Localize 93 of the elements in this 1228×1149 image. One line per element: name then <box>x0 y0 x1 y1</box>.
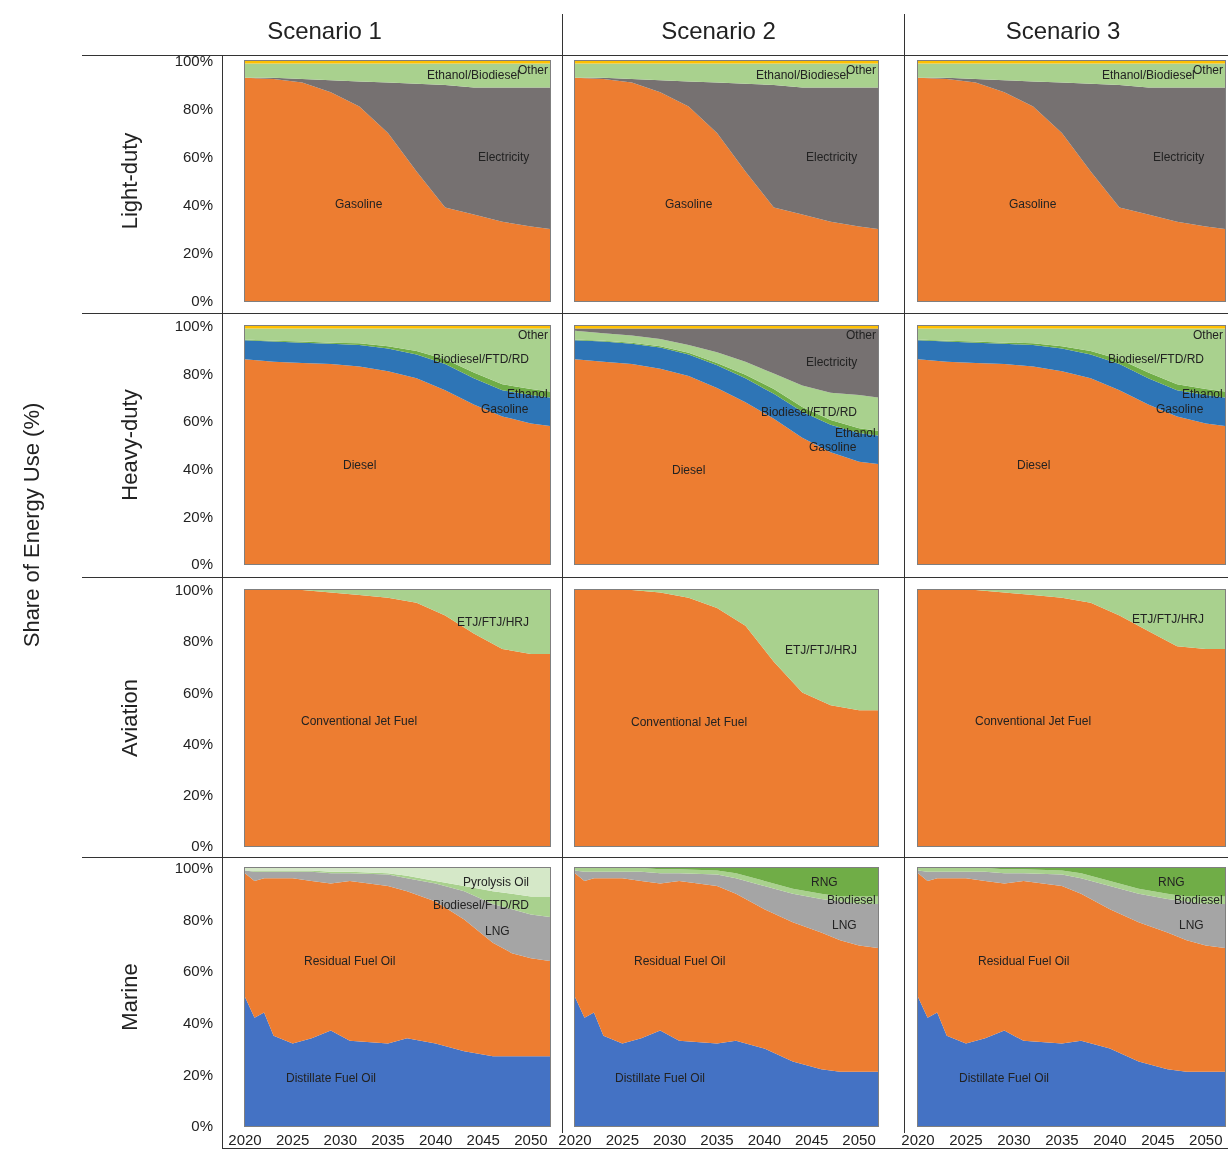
x-tick-label: 2045 <box>795 1131 829 1148</box>
series-label: Biodiesel/FTD/RD <box>761 405 858 419</box>
x-tick-label: 2030 <box>323 1131 357 1148</box>
series-label: Gasoline <box>481 402 529 416</box>
series-label: Diesel <box>343 458 377 472</box>
series-label: Other <box>846 328 877 342</box>
series-label: Biodiesel/FTD/RD <box>433 352 530 366</box>
x-tick-label: 2020 <box>901 1131 935 1148</box>
x-tick-label: 2030 <box>997 1131 1031 1148</box>
series-label: Pyrolysis Oil <box>463 875 530 889</box>
x-tick-label: 2050 <box>842 1131 876 1148</box>
y-tick-label: 80% <box>182 364 213 382</box>
series-label: Biodiesel <box>827 893 876 907</box>
y-tick-label: 40% <box>182 734 213 752</box>
x-tick-label: 2050 <box>514 1131 548 1148</box>
x-tick-label: 2020 <box>228 1131 262 1148</box>
series-label: LNG <box>832 918 857 932</box>
series-label: Gasoline <box>1156 402 1204 416</box>
series-label: Gasoline <box>1009 197 1057 211</box>
series-label: Residual Fuel Oil <box>978 954 1070 968</box>
series-label: LNG <box>485 924 510 938</box>
y-tick-label: 100% <box>174 317 213 335</box>
chart-title: Scenario 3 <box>1005 16 1121 44</box>
chart-title: Scenario 1 <box>267 16 382 44</box>
y-tick-label: 20% <box>182 507 213 525</box>
series-label: Distillate Fuel Oil <box>959 1071 1050 1085</box>
series-label: Electricity <box>806 150 858 164</box>
y-axis-title: Marine <box>117 963 143 1031</box>
y-tick-label: 100% <box>174 52 213 70</box>
x-tick-label: 2025 <box>275 1131 310 1148</box>
y-tick-label: 20% <box>182 786 213 804</box>
series-label: RNG <box>811 875 838 889</box>
x-tick-label: 2035 <box>1045 1131 1079 1148</box>
y-tick-label: 80% <box>182 100 213 118</box>
series-label: RNG <box>1158 875 1185 889</box>
series-label: Distillate Fuel Oil <box>286 1071 377 1085</box>
y-tick-label: 20% <box>182 244 213 262</box>
x-tick-label: 2035 <box>700 1131 734 1148</box>
y-tick-label: 20% <box>182 1065 213 1083</box>
x-tick-label: 2035 <box>371 1131 405 1148</box>
y-tick-label: 100% <box>174 581 213 599</box>
series-label: Conventional Jet Fuel <box>301 714 418 728</box>
y-axis-title: Heavy-duty <box>117 389 143 501</box>
y-tick-label: 80% <box>182 910 213 928</box>
series-label: Gasoline <box>335 197 383 211</box>
x-tick-label: 2045 <box>466 1131 500 1148</box>
x-tick-label: 2020 <box>558 1131 592 1148</box>
x-tick-label: 2040 <box>747 1131 782 1148</box>
series-label: Other <box>518 63 549 77</box>
series-label: ETJ/FTJ/HRJ <box>1132 612 1204 626</box>
series-label: Residual Fuel Oil <box>304 954 396 968</box>
x-tick-label: 2050 <box>1189 1131 1223 1148</box>
x-tick-label: 2045 <box>1141 1131 1175 1148</box>
y-tick-label: 60% <box>182 412 213 430</box>
series-label: Conventional Jet Fuel <box>975 714 1092 728</box>
y-tick-label: 40% <box>182 1014 213 1032</box>
x-tick-label: 2040 <box>1093 1131 1127 1148</box>
series-label: Biodiesel <box>1174 893 1223 907</box>
series-label: Diesel <box>1017 458 1051 472</box>
y-tick-label: 0% <box>191 1117 213 1135</box>
y-tick-label: 0% <box>191 555 213 573</box>
y-tick-label: 0% <box>191 292 213 310</box>
series-label: Residual Fuel Oil <box>634 954 726 968</box>
x-tick-label: 2025 <box>605 1131 640 1148</box>
series-label: Other <box>1193 328 1224 342</box>
series-label: Other <box>518 328 549 342</box>
series-label: Biodiesel/FTD/RD <box>1108 352 1205 366</box>
y-tick-label: 80% <box>182 632 213 650</box>
series-label: Distillate Fuel Oil <box>615 1071 706 1085</box>
y-tick-label: 100% <box>174 859 213 877</box>
x-tick-label: 2040 <box>418 1131 453 1148</box>
chart-title: Scenario 2 <box>661 16 776 44</box>
x-tick-label: 2030 <box>653 1131 687 1148</box>
y-tick-label: 0% <box>191 837 213 855</box>
series-label: ETJ/FTJ/HRJ <box>457 615 529 629</box>
text: Share of Energy Use (%) <box>19 402 45 648</box>
series-label: LNG <box>1179 918 1204 932</box>
y-axis-title: Aviation <box>117 679 143 757</box>
series-label: Diesel <box>672 463 706 477</box>
y-tick-label: 40% <box>182 460 213 478</box>
series-label: Conventional Jet Fuel <box>631 715 748 729</box>
y-tick-label: 60% <box>182 683 213 701</box>
series-label: ETJ/FTJ/HRJ <box>785 643 857 657</box>
series-label: Other <box>1193 63 1224 77</box>
series-label: Electricity <box>1153 150 1205 164</box>
series-label: Gasoline <box>665 197 713 211</box>
y-axis-title: Light-duty <box>117 132 143 230</box>
series-label: Electricity <box>478 150 530 164</box>
y-tick-label: 60% <box>182 148 213 166</box>
y-tick-label: 60% <box>182 962 213 980</box>
y-tick-label: 40% <box>182 196 213 214</box>
x-tick-label: 2025 <box>949 1131 983 1148</box>
series-label: Electricity <box>806 355 858 369</box>
